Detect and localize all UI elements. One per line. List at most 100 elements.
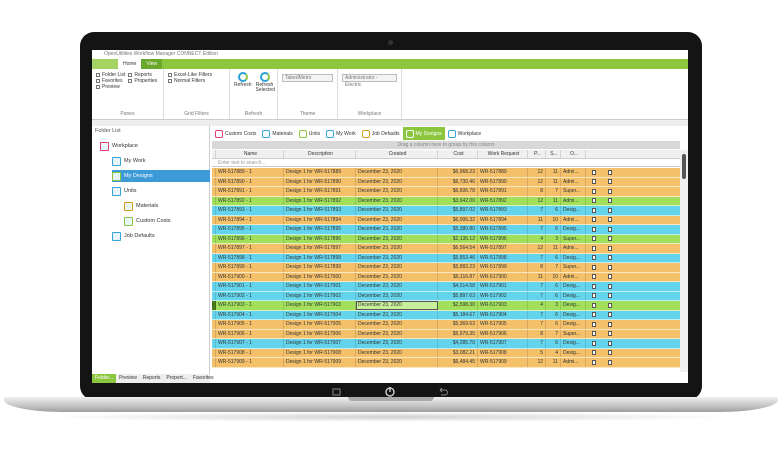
column-header[interactable]: Cost <box>438 150 478 158</box>
row-icon-cell[interactable] <box>586 301 602 310</box>
row-icon-cell[interactable] <box>602 282 618 291</box>
grid-row[interactable]: WR-517898 - 1 Design 1 for WR-517898 Decem… <box>212 253 680 263</box>
grid-row[interactable]: WR-517909 - 1 Design 1 for WR-517909 Decem… <box>212 358 680 368</box>
row-icon-cell[interactable] <box>586 339 602 348</box>
column-header[interactable]: Created <box>356 150 438 158</box>
grid-row[interactable]: WR-517896 - 1 Design 1 for WR-517896 Decem… <box>212 234 680 244</box>
tree-node[interactable]: Custom Costs <box>124 215 171 227</box>
checkbox[interactable]: Excel-Like Filters <box>168 72 212 78</box>
row-icon-cell[interactable] <box>602 273 618 282</box>
row-icon-cell[interactable] <box>586 273 602 282</box>
refresh-button[interactable]: Refresh Selected <box>256 72 275 93</box>
checkbox-box[interactable] <box>96 85 100 89</box>
row-icon-cell[interactable] <box>586 168 602 177</box>
grid-row[interactable]: WR-517890 - 1 Design 1 for WR-517890 Decem… <box>212 177 680 187</box>
row-icon-cell[interactable] <box>586 216 602 225</box>
row-icon-cell[interactable] <box>586 235 602 244</box>
scroll-thumb[interactable] <box>682 154 686 179</box>
grid-row[interactable]: WR-517908 - 1 Design 1 for WR-517908 Decem… <box>212 348 680 358</box>
checkbox-box[interactable] <box>168 73 172 77</box>
toolbar-button[interactable]: Materials <box>259 127 295 140</box>
checkbox-box[interactable] <box>96 73 100 77</box>
checkbox[interactable]: Folder List <box>96 72 125 78</box>
column-header[interactable]: S... <box>546 150 561 158</box>
row-icon-cell[interactable] <box>602 187 618 196</box>
row-icon-cell[interactable] <box>586 197 602 206</box>
row-icon-cell[interactable] <box>602 244 618 253</box>
grid-row[interactable]: WR-517894 - 1 Design 1 for WR-517894 Decem… <box>212 215 680 225</box>
bottom-tab[interactable]: Propert... <box>166 375 187 381</box>
checkbox[interactable]: Properties <box>128 78 157 84</box>
file-tab[interactable] <box>92 59 118 69</box>
grid-row[interactable]: WR-517905 - 1 Design 1 for WR-517905 Decem… <box>212 320 680 330</box>
row-icon-cell[interactable] <box>602 339 618 348</box>
row-icon-cell[interactable] <box>602 178 618 187</box>
tree-node[interactable]: Job Defaults <box>112 230 155 242</box>
row-icon-cell[interactable] <box>602 168 618 177</box>
row-icon-cell[interactable] <box>602 358 618 367</box>
toolbar-button[interactable]: Job Defaults <box>359 127 403 140</box>
row-icon-cell[interactable] <box>602 292 618 301</box>
grid-row[interactable]: WR-517891 - 1 Design 1 for WR-517891 Decem… <box>212 187 680 197</box>
ribbon-tab[interactable]: View <box>141 59 163 69</box>
grid-row[interactable]: WR-517892 - 1 Design 1 for WR-517892 Decem… <box>212 196 680 206</box>
grid-row[interactable]: WR-517900 - 1 Design 1 for WR-517900 Decem… <box>212 272 680 282</box>
row-icon-cell[interactable] <box>586 349 602 358</box>
row-icon-cell[interactable] <box>602 349 618 358</box>
tree-node[interactable]: My Designs <box>112 170 210 182</box>
window-icon[interactable] <box>332 388 341 396</box>
grid-row[interactable]: WR-517903 - 1 Design 1 for WR-517903 Decem… <box>212 301 680 311</box>
scrollbar[interactable] <box>680 150 688 372</box>
icon-column-header[interactable] <box>618 150 634 158</box>
dropdown[interactable]: TabedMetro <box>282 74 333 82</box>
toolbar-button[interactable]: Workplace <box>445 127 485 140</box>
bottom-tab[interactable]: Reports <box>142 375 161 381</box>
grid-row[interactable]: WR-517889 - 1 Design 1 for WR-517889 Decem… <box>212 168 680 178</box>
bottom-tab[interactable]: Preview <box>119 375 137 381</box>
row-icon-cell[interactable] <box>602 216 618 225</box>
column-header[interactable]: P... <box>528 150 546 158</box>
checkbox-box[interactable] <box>168 79 172 83</box>
column-header[interactable]: Description <box>284 150 356 158</box>
tree-node[interactable]: Units <box>112 185 137 197</box>
tree-node[interactable]: Materials <box>124 200 158 212</box>
column-header[interactable]: Work Request <box>478 150 528 158</box>
bottom-tab[interactable]: Folder... <box>92 374 117 383</box>
grid-row[interactable]: WR-517907 - 1 Design 1 for WR-517907 Decem… <box>212 339 680 349</box>
row-icon-cell[interactable] <box>602 311 618 320</box>
row-icon-cell[interactable] <box>602 197 618 206</box>
toolbar-button[interactable]: My Work <box>323 127 359 140</box>
search-box[interactable]: Enter text to search... <box>218 160 266 166</box>
checkbox-box[interactable] <box>128 79 133 83</box>
icon-column-header[interactable] <box>602 150 618 158</box>
tree-node[interactable]: My Work <box>112 155 146 167</box>
row-icon-cell[interactable] <box>586 292 602 301</box>
icon-column-header[interactable] <box>634 150 650 158</box>
row-icon-cell[interactable] <box>586 225 602 234</box>
row-icon-cell[interactable] <box>586 330 602 339</box>
checkbox[interactable]: Preview <box>96 84 125 90</box>
toolbar-button[interactable]: My Designs <box>402 127 445 140</box>
row-icon-cell[interactable] <box>586 206 602 215</box>
grid-row[interactable]: WR-517895 - 1 Design 1 for WR-517895 Decem… <box>212 225 680 235</box>
back-icon[interactable] <box>439 387 448 396</box>
icon-column-header[interactable] <box>586 150 602 158</box>
row-icon-cell[interactable] <box>602 235 618 244</box>
row-icon-cell[interactable] <box>602 330 618 339</box>
checkbox[interactable]: Favorites <box>96 78 125 84</box>
grid-row[interactable]: WR-517902 - 1 Design 1 for WR-517902 Decem… <box>212 291 680 301</box>
row-icon-cell[interactable] <box>602 320 618 329</box>
checkbox-box[interactable] <box>128 73 133 77</box>
row-icon-cell[interactable] <box>586 244 602 253</box>
row-icon-cell[interactable] <box>602 225 618 234</box>
row-icon-cell[interactable] <box>586 178 602 187</box>
checkbox-box[interactable] <box>96 79 100 83</box>
grid-row[interactable]: WR-517901 - 1 Design 1 for WR-517901 Decem… <box>212 282 680 292</box>
row-icon-cell[interactable] <box>586 263 602 272</box>
row-icon-cell[interactable] <box>586 187 602 196</box>
column-header[interactable]: O... <box>561 150 586 158</box>
grid-row[interactable]: WR-517906 - 1 Design 1 for WR-517906 Decem… <box>212 329 680 339</box>
grid-row[interactable]: WR-517897 - 1 Design 1 for WR-517897 Decem… <box>212 244 680 254</box>
row-icon-cell[interactable] <box>586 311 602 320</box>
row-icon-cell[interactable] <box>602 206 618 215</box>
